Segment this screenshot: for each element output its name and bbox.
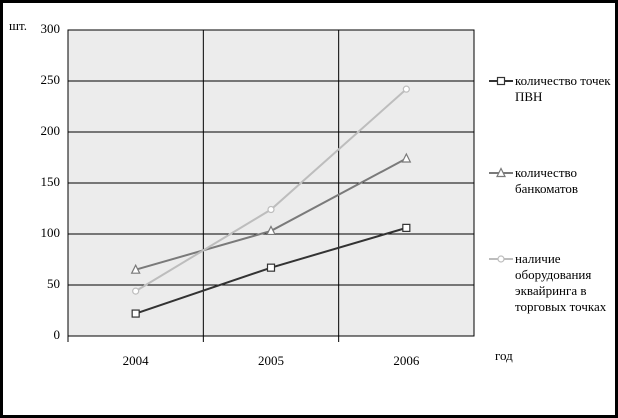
y-tick-label: 0 <box>54 327 61 342</box>
plot-border <box>67 29 475 337</box>
marker <box>266 263 276 272</box>
marker <box>401 152 412 163</box>
legend-label: наличие оборудования эквайринга в торгов… <box>515 251 607 314</box>
x-tick-label: 2006 <box>393 353 420 368</box>
y-tick-label: 300 <box>41 21 61 36</box>
legend-label: количество банкоматов <box>515 165 578 196</box>
legend-label: количество точек ПВН <box>515 73 611 104</box>
marker <box>132 287 140 295</box>
y-tick-label: 100 <box>41 225 61 240</box>
y-axis-label: шт. <box>9 18 27 33</box>
y-tick-label: 250 <box>41 72 61 87</box>
marker <box>497 255 505 263</box>
marker <box>267 205 275 214</box>
y-tick-label: 200 <box>41 123 61 138</box>
y-tick-label: 150 <box>41 174 61 189</box>
chart: шт. год 0 50 100 150 200 250 300 2004 2005 2006 <box>9 18 513 368</box>
x-tick-label: 2005 <box>258 353 284 368</box>
y-tick-label: 50 <box>47 276 60 291</box>
marker <box>402 85 410 93</box>
marker <box>131 309 140 318</box>
marker <box>496 76 506 86</box>
marker <box>130 263 141 274</box>
marker <box>402 223 411 232</box>
x-axis-label: год <box>495 348 513 363</box>
marker <box>266 225 276 236</box>
marker <box>496 167 506 178</box>
x-tick-label: 2004 <box>123 353 150 368</box>
